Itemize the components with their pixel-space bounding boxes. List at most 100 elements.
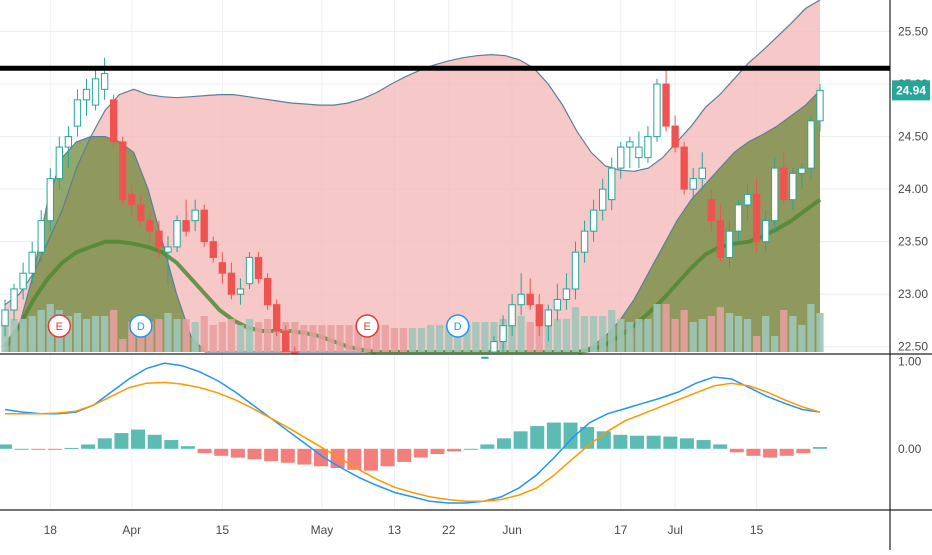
candle-body: [571, 251, 580, 290]
macd-histogram-bar: [563, 422, 578, 449]
time-tick-label: 13: [388, 523, 402, 537]
candle-body: [499, 325, 507, 342]
macd-histogram-bar: [114, 433, 129, 449]
volume-bar: [626, 322, 634, 352]
volume-bar: [363, 325, 371, 352]
volume-bar: [734, 316, 743, 352]
time-tick-label: Jul: [667, 523, 682, 537]
volume-bar: [426, 325, 435, 352]
volume-bar: [680, 310, 688, 352]
volume-bar: [318, 325, 326, 352]
last-price-tag: [892, 80, 930, 101]
macd-line: [4, 362, 821, 504]
macd-histogram-bar: [663, 436, 678, 449]
volume-bar: [807, 304, 815, 352]
volume-bar: [481, 322, 489, 352]
volume-bar: [743, 319, 752, 352]
volume-bar: [617, 319, 625, 352]
macd-histogram-bar: [713, 444, 728, 449]
volume-bar: [91, 316, 100, 352]
volume-bar: [553, 319, 562, 352]
marker-circle: [446, 314, 470, 338]
candle-body: [517, 293, 525, 306]
marker-label: D: [454, 321, 462, 333]
earnings-marker: E: [355, 314, 379, 338]
candle-body: [535, 304, 543, 327]
macd-histogram-bar: [31, 448, 46, 450]
volume-bar: [37, 310, 45, 352]
volume-bar: [816, 313, 824, 352]
candle-body: [716, 220, 725, 258]
candle-body: [91, 78, 100, 106]
macd-histogram-bar: [630, 435, 645, 449]
candle-body: [771, 167, 779, 222]
volume-bar: [28, 316, 36, 352]
macd-histogram-bar: [763, 448, 778, 458]
macd-histogram-bar: [230, 448, 245, 458]
volume-bar: [227, 319, 236, 352]
candle-body: [164, 246, 172, 253]
volume-bar: [780, 310, 788, 352]
signal-line: [5, 381, 821, 503]
volume-bar: [372, 325, 380, 352]
macd-histogram-bar: [214, 448, 229, 456]
macd-histogram-bar: [796, 448, 811, 454]
candle-body: [734, 204, 743, 232]
price-tick-label: 25.50: [898, 25, 928, 39]
price-tick-label: 24.50: [898, 130, 928, 144]
volume-bar: [399, 328, 408, 352]
candle-body: [662, 83, 670, 127]
candle-body: [780, 167, 788, 201]
macd-histogram-bar: [97, 438, 112, 449]
candle-body: [680, 146, 688, 190]
volume-bar: [725, 313, 734, 352]
volume-bar: [300, 325, 308, 352]
volume-bar: [164, 313, 172, 352]
macd-histogram-bar: [530, 426, 545, 449]
candle-body: [137, 204, 145, 222]
macd-histogram-bar: [729, 448, 744, 453]
macd-histogram-bar: [363, 448, 378, 471]
marker-label: E: [364, 321, 371, 333]
macd-layer: [0, 362, 827, 504]
time-tick-label: 15: [750, 523, 764, 537]
candle-body: [227, 272, 236, 295]
candle-body: [807, 120, 815, 169]
volume-bar: [381, 325, 389, 352]
candle-body: [789, 172, 797, 201]
candle-body: [254, 256, 263, 279]
volume-bar: [454, 325, 462, 352]
candle-body: [508, 304, 516, 327]
marker-circle: [129, 314, 153, 338]
macd-histogram-bar: [546, 422, 561, 449]
macd-histogram-bar: [14, 448, 29, 450]
volume-bar: [110, 310, 118, 352]
volume-bar: [354, 325, 362, 352]
macd-histogram-bar: [613, 434, 628, 449]
candle-body: [55, 146, 64, 180]
candle-body: [698, 167, 706, 180]
candle-body: [209, 241, 217, 258]
price-tick-label: 23.50: [898, 235, 928, 249]
volume-bar: [689, 322, 697, 352]
volume-bar: [336, 325, 344, 352]
time-tick-label: 15: [216, 523, 230, 537]
volume-bar: [218, 322, 226, 352]
macd-histogram-bar: [264, 448, 279, 462]
macd-histogram-bar: [47, 448, 62, 450]
candle-body: [725, 230, 734, 258]
macd-tick-label: 1.00: [898, 354, 922, 368]
volume-bar: [236, 325, 245, 352]
candle-body: [598, 188, 607, 211]
volume-bar: [146, 322, 154, 352]
last-price-label: 24.94: [896, 83, 926, 97]
macd-histogram-bar: [463, 448, 478, 450]
candle-body: [19, 272, 27, 290]
volume-bar: [608, 310, 616, 352]
candle-body: [282, 330, 290, 353]
volume-bar: [119, 339, 127, 352]
candle-body: [761, 220, 770, 243]
candle-layer: [1, 57, 824, 359]
dividend-marker: D: [446, 314, 470, 338]
macd-histogram-bar: [180, 446, 195, 449]
